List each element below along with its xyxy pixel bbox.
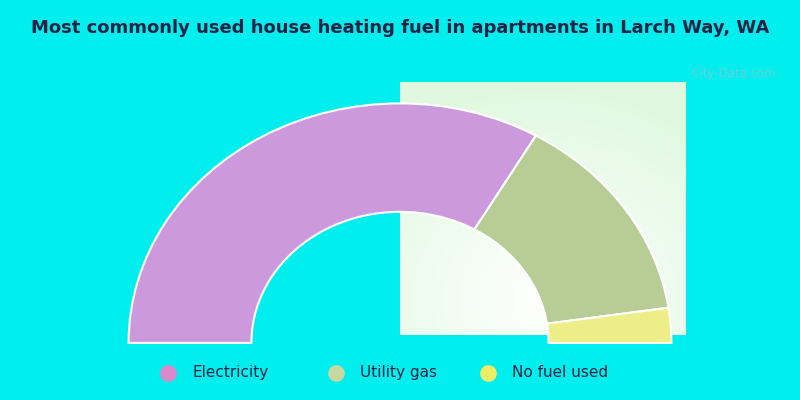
Text: Electricity: Electricity (192, 366, 268, 380)
Wedge shape (474, 136, 669, 324)
Text: Most commonly used house heating fuel in apartments in Larch Way, WA: Most commonly used house heating fuel in… (31, 19, 769, 37)
Text: Utility gas: Utility gas (360, 366, 437, 380)
Text: No fuel used: No fuel used (512, 366, 608, 380)
Wedge shape (547, 308, 671, 343)
Text: City-Data.com: City-Data.com (691, 67, 776, 80)
Wedge shape (129, 103, 536, 343)
